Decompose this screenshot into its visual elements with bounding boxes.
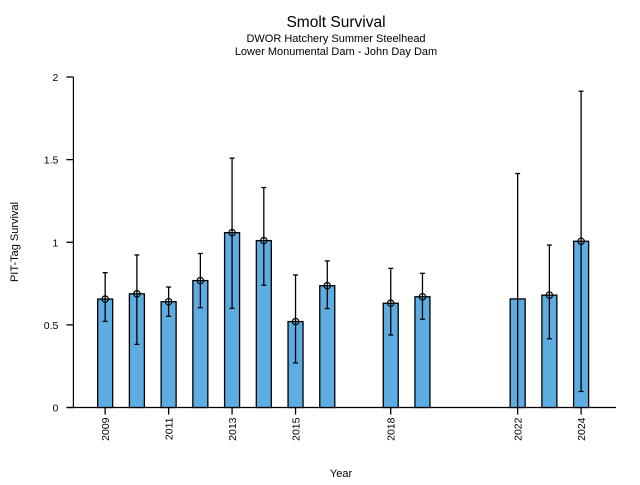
svg-text:0: 0 bbox=[53, 403, 59, 415]
svg-text:2013: 2013 bbox=[227, 417, 239, 441]
svg-text:2009: 2009 bbox=[100, 417, 112, 441]
svg-text:1.5: 1.5 bbox=[44, 155, 59, 167]
svg-text:0.5: 0.5 bbox=[44, 320, 59, 332]
svg-text:Lower Monumental Dam - John Da: Lower Monumental Dam - John Day Dam bbox=[235, 46, 437, 58]
svg-text:Year: Year bbox=[330, 468, 353, 480]
svg-text:2024: 2024 bbox=[576, 417, 588, 441]
svg-text:Smolt Survival: Smolt Survival bbox=[286, 14, 385, 31]
svg-text:PIT-Tag Survival: PIT-Tag Survival bbox=[9, 202, 21, 282]
svg-text:2011: 2011 bbox=[164, 417, 176, 440]
svg-text:2022: 2022 bbox=[513, 417, 525, 441]
svg-text:DWOR Hatchery Summer Steelhead: DWOR Hatchery Summer Steelhead bbox=[246, 33, 425, 45]
svg-text:2018: 2018 bbox=[386, 417, 398, 441]
svg-text:2: 2 bbox=[53, 72, 59, 84]
svg-text:1: 1 bbox=[53, 237, 59, 249]
svg-text:2015: 2015 bbox=[291, 417, 303, 441]
